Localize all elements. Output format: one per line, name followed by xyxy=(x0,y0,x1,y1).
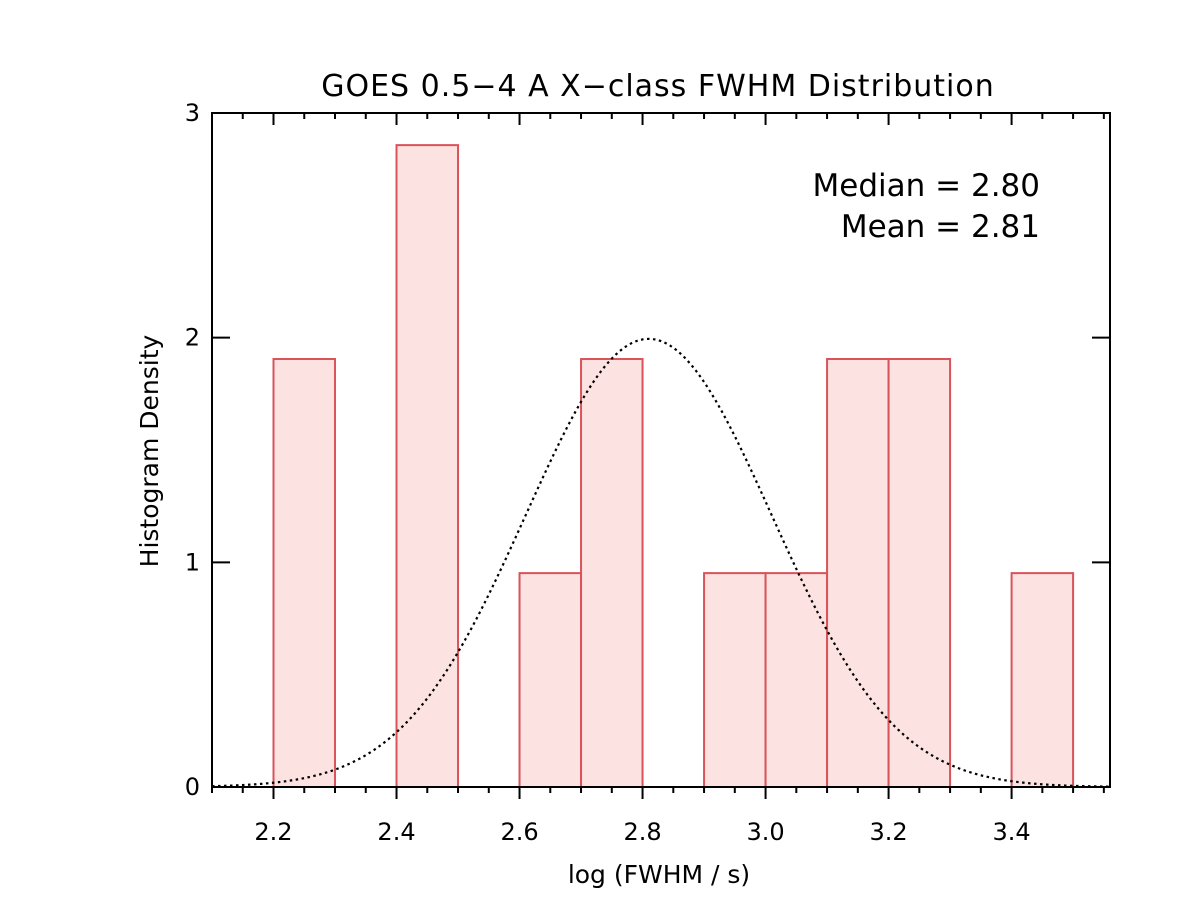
x-tick-label: 3.4 xyxy=(993,818,1031,846)
mean-annotation: Mean = 2.81 xyxy=(841,209,1040,245)
histogram-bar-4 xyxy=(580,358,644,788)
y-tick-label: 0 xyxy=(185,773,200,801)
x-tick-label: 2.4 xyxy=(377,818,415,846)
histogram-bar-8 xyxy=(887,358,952,788)
axis-tick-labels: 2.2 2.4 2.6 2.8 3.0 3.2 3.4 0 1 2 3 xyxy=(185,99,1031,846)
histogram-bar-3 xyxy=(518,572,583,788)
x-tick-label: 2.8 xyxy=(623,818,661,846)
histogram-bar-6 xyxy=(764,572,829,788)
x-tick-label: 3.0 xyxy=(746,818,784,846)
histogram-bar-5 xyxy=(703,572,767,788)
chart-title: GOES 0.5−4 A X−class FWHM Distribution xyxy=(321,69,995,104)
x-axis-label: log (FWHM / s) xyxy=(568,860,750,889)
plot-frame xyxy=(211,112,1111,788)
gaussian-fit-curve xyxy=(211,337,1111,788)
x-tick-label: 2.2 xyxy=(254,818,292,846)
histogram-bar-9 xyxy=(1010,572,1075,788)
y-tick-label: 1 xyxy=(185,548,200,576)
histogram-bar-7 xyxy=(826,358,890,788)
y-tick-label: 3 xyxy=(185,99,200,127)
histogram-bar-1 xyxy=(272,358,337,788)
x-tick-label: 3.2 xyxy=(869,818,907,846)
axis-ticks xyxy=(211,112,1110,799)
y-axis-label: Histogram Density xyxy=(135,334,164,567)
histogram-bar-2 xyxy=(395,144,460,789)
y-tick-label: 2 xyxy=(185,324,200,352)
x-tick-label: 2.6 xyxy=(500,818,538,846)
median-annotation: Median = 2.80 xyxy=(813,168,1040,204)
histogram-bars xyxy=(272,144,1075,789)
